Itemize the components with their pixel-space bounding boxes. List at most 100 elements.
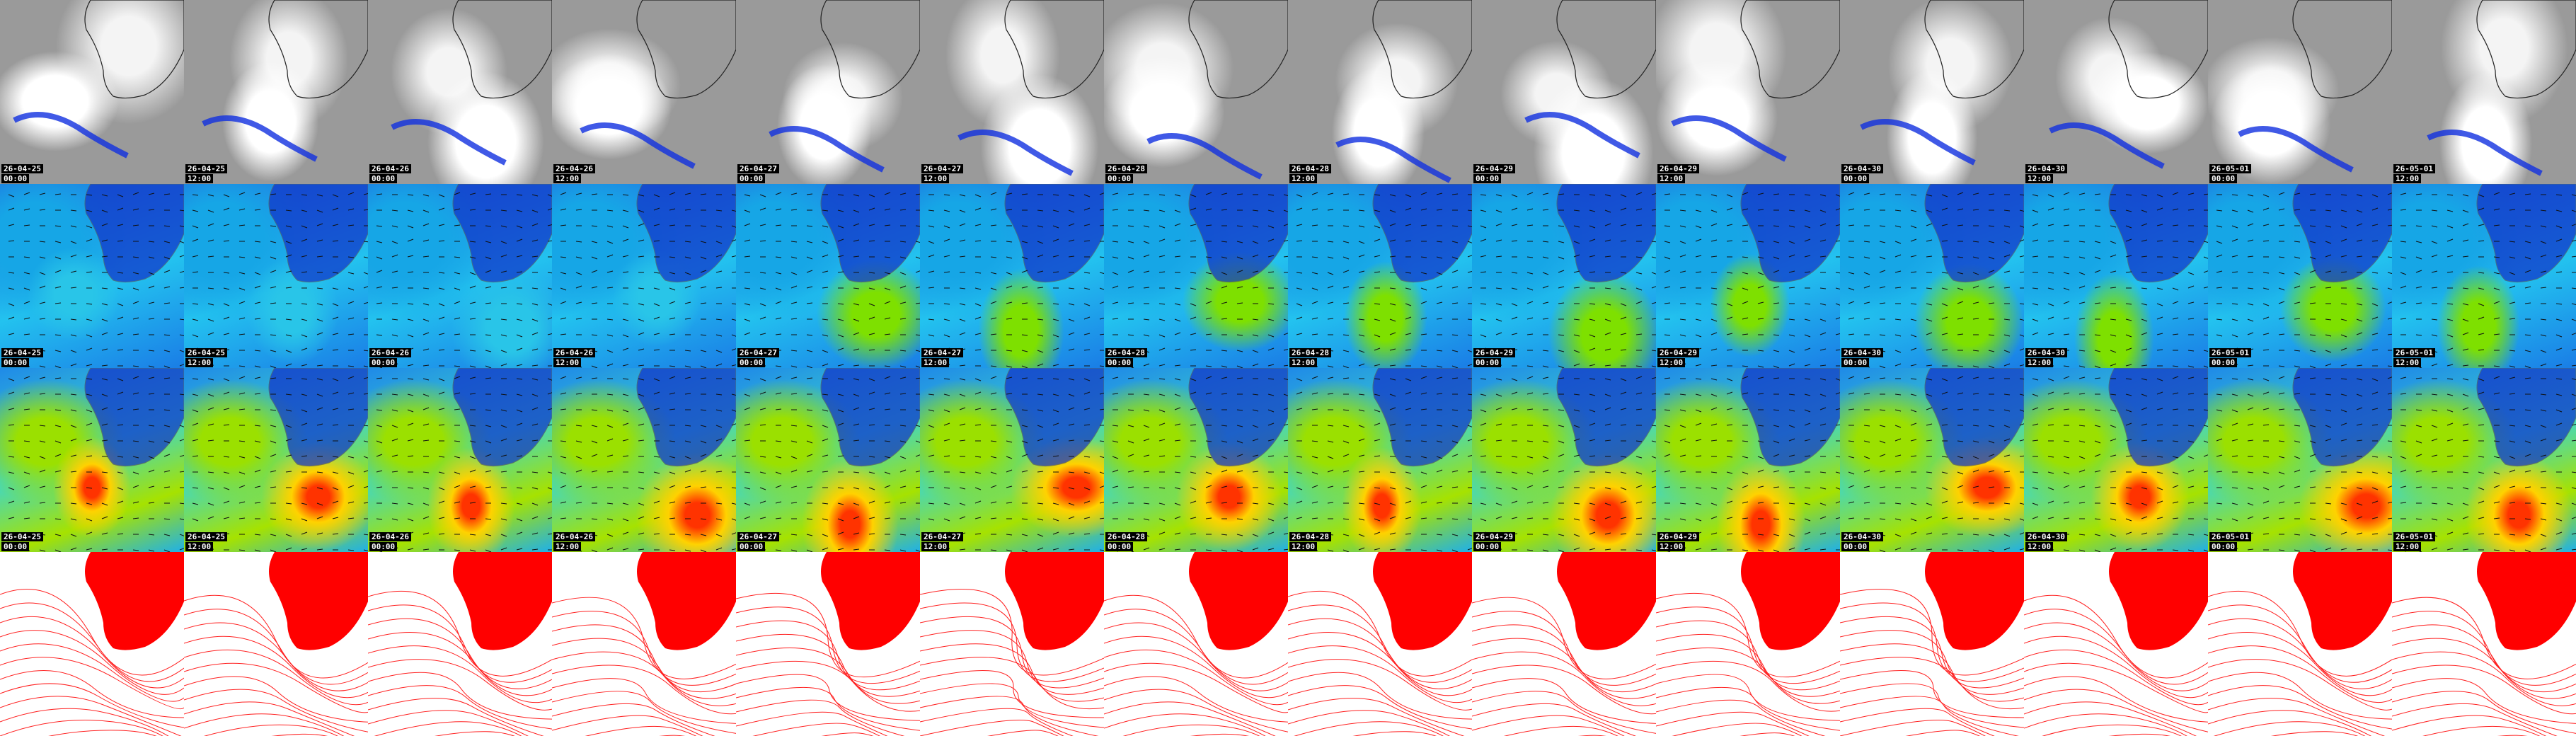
time-label: 00:00 bbox=[1105, 358, 1134, 367]
map-tile: 26-05-01 00:00 bbox=[2208, 0, 2392, 184]
map-tile: 26-04-28 12:00 bbox=[1288, 184, 1472, 368]
map bbox=[1524, 0, 1656, 159]
time-label: 00:00 bbox=[1473, 174, 1502, 183]
date-label: 26-04-27 bbox=[737, 532, 779, 541]
map-tile: 26-04-30 12:00 bbox=[2024, 0, 2208, 184]
map bbox=[13, 0, 184, 159]
time-label: 00:00 bbox=[1, 358, 30, 367]
map-tile: 26-05-01 12:00 bbox=[2392, 184, 2576, 368]
map bbox=[1296, 368, 1472, 552]
map bbox=[920, 552, 1104, 736]
time-label: 00:00 bbox=[1, 174, 30, 183]
date-label: 26-04-25 bbox=[1, 532, 43, 541]
date-label: 26-04-30 bbox=[1841, 164, 1883, 173]
date-label: 26-04-30 bbox=[2025, 164, 2067, 173]
map-tile: 26-04-28 00:00 bbox=[1104, 0, 1288, 184]
date-label: 26-04-26 bbox=[369, 348, 411, 357]
map bbox=[368, 552, 552, 736]
date-label: 26-04-29 bbox=[1657, 348, 1699, 357]
map-tile: 26-04-29 12:00 bbox=[1656, 368, 1840, 552]
date-label: 26-04-29 bbox=[1657, 164, 1699, 173]
map bbox=[2427, 0, 2576, 176]
map-tile: 26-04-26 00:00 bbox=[368, 0, 552, 184]
map bbox=[192, 368, 368, 552]
time-label: 12:00 bbox=[2393, 542, 2422, 551]
time-label: 12:00 bbox=[2393, 174, 2422, 183]
map bbox=[928, 368, 1104, 552]
map-tile: 26-04-30 00:00 bbox=[1840, 0, 2024, 184]
map bbox=[1848, 368, 2024, 552]
map-tile: 26-04-30 12:00 bbox=[2024, 184, 2208, 368]
time-label: 00:00 bbox=[1, 542, 30, 551]
date-label: 26-04-29 bbox=[1473, 532, 1515, 541]
map-tile: 26-04-25 12:00 bbox=[184, 368, 368, 552]
time-label: 00:00 bbox=[737, 174, 766, 183]
map-tile: 26-04-26 12:00 bbox=[552, 368, 736, 552]
map-tile: 26-04-26 00:00 bbox=[368, 184, 552, 368]
map bbox=[1656, 552, 1840, 736]
map bbox=[2400, 368, 2576, 552]
map-tile: 26-04-28 00:00 bbox=[1104, 368, 1288, 552]
map-tile bbox=[552, 552, 736, 736]
map-tile bbox=[736, 552, 920, 736]
map bbox=[376, 368, 552, 552]
time-label: 12:00 bbox=[185, 174, 214, 183]
map bbox=[2216, 184, 2392, 368]
time-label: 12:00 bbox=[2025, 542, 2054, 551]
time-label: 12:00 bbox=[185, 358, 214, 367]
map bbox=[2216, 368, 2392, 552]
date-label: 26-04-26 bbox=[553, 348, 595, 357]
map-tile: 26-04-29 00:00 bbox=[1472, 184, 1656, 368]
date-label: 26-04-28 bbox=[1105, 164, 1147, 173]
date-label: 26-05-01 bbox=[2393, 348, 2435, 357]
time-label: 12:00 bbox=[2025, 174, 2054, 183]
map bbox=[1104, 552, 1288, 736]
map bbox=[0, 552, 184, 736]
time-label: 00:00 bbox=[2209, 174, 2238, 183]
map bbox=[1664, 368, 1840, 552]
map bbox=[552, 552, 736, 736]
time-label: 12:00 bbox=[1289, 542, 1318, 551]
map bbox=[8, 184, 184, 368]
time-label: 00:00 bbox=[369, 542, 398, 551]
date-label: 26-05-01 bbox=[2209, 164, 2251, 173]
map bbox=[744, 184, 920, 368]
map-tile: 26-04-28 12:00 bbox=[1288, 368, 1472, 552]
map bbox=[1335, 0, 1472, 183]
time-label: 12:00 bbox=[1657, 542, 1686, 551]
map bbox=[2392, 552, 2576, 736]
map-tile: 26-04-25 00:00 bbox=[0, 368, 184, 552]
date-label: 26-04-25 bbox=[185, 164, 227, 173]
date-label: 26-04-26 bbox=[553, 164, 595, 173]
map bbox=[2049, 0, 2208, 169]
map-tile: 26-04-27 00:00 bbox=[736, 0, 920, 184]
map bbox=[1848, 184, 2024, 368]
date-label: 26-04-25 bbox=[1, 164, 43, 173]
time-label: 12:00 bbox=[553, 174, 582, 183]
time-label: 12:00 bbox=[2025, 358, 2054, 367]
time-label: 12:00 bbox=[921, 174, 950, 183]
map bbox=[1112, 184, 1288, 368]
map bbox=[192, 184, 368, 368]
map-tile bbox=[1656, 552, 1840, 736]
date-label: 26-04-27 bbox=[737, 164, 779, 173]
map-tile: 26-04-30 00:00 bbox=[1840, 184, 2024, 368]
map-tile bbox=[2208, 552, 2392, 736]
map-tile bbox=[1840, 552, 2024, 736]
map-tile: 26-04-25 00:00 bbox=[0, 0, 184, 184]
map bbox=[560, 368, 736, 552]
time-label: 12:00 bbox=[1289, 174, 1318, 183]
map bbox=[1664, 184, 1840, 368]
time-label: 00:00 bbox=[2209, 542, 2238, 551]
map-tile: 26-04-27 12:00 bbox=[920, 0, 1104, 184]
map-tile: 26-04-30 00:00 bbox=[1840, 368, 2024, 552]
date-label: 26-04-29 bbox=[1473, 164, 1515, 173]
map bbox=[1860, 0, 2024, 166]
map-tile: 26-05-01 00:00 bbox=[2208, 368, 2392, 552]
map bbox=[769, 0, 920, 173]
map-tile: 26-04-27 00:00 bbox=[736, 184, 920, 368]
map-tile bbox=[2024, 552, 2208, 736]
time-label: 00:00 bbox=[2209, 358, 2238, 367]
map-tile: 26-04-26 12:00 bbox=[552, 0, 736, 184]
time-label: 12:00 bbox=[1657, 358, 1686, 367]
